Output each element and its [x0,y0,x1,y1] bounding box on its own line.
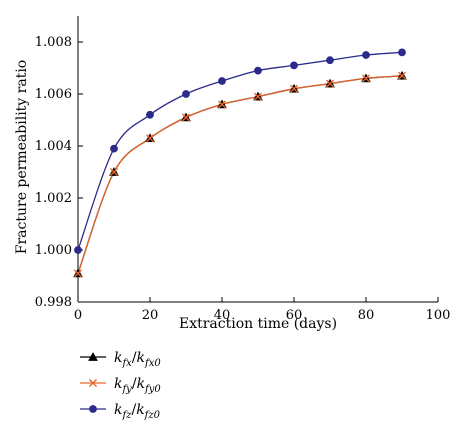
series-markers [73,48,407,278]
series-line-fy [77,75,403,274]
legend-label-fz: kfz/kfz0 [114,402,161,421]
series-lines [77,51,403,274]
data-point-fz [218,77,226,85]
x-tick-label: 0 [74,308,82,323]
data-point-fz [326,56,334,65]
data-point-fy [182,113,190,122]
y-tick-label: 1.002 [35,191,72,206]
x-ticks: 0 20 40 60 80 100 [74,297,451,323]
data-point-fy [110,168,118,176]
legend-marker-fz [89,405,97,413]
x-tick-label: 20 [142,308,159,323]
legend-marker-fx [88,351,98,361]
x-tick-label: 40 [214,308,231,323]
data-point-fy [254,92,262,101]
data-point-fy [398,71,406,80]
series-line-fz [77,51,403,251]
y-tick-label: 1.008 [35,35,72,50]
data-point-fy [362,74,370,83]
data-point-fy [290,84,298,93]
data-point-fz [74,246,82,254]
legend-label-fx: kfx/kfx0 [114,350,161,369]
data-point-fz [110,144,118,153]
y-ticks: 0.998 1.000 1.002 1.004 1.006 1.008 [35,35,83,310]
x-tick-label: 80 [358,308,375,323]
y-tick-label: 0.998 [35,295,72,310]
legend-label-fy: kfy/kfy0 [114,376,161,395]
data-point-fz [146,110,154,119]
plot-area: 0 20 40 60 80 100 0.998 1.000 1.002 1.004 1.006 1.… [35,16,451,323]
y-axis-label: Fracture permeability ratio [14,60,30,254]
data-point-fz [254,66,262,75]
data-point-fz [290,61,298,70]
data-point-fy [146,134,154,143]
x-tick-label: 100 [426,308,451,323]
data-point-fy [218,100,226,109]
series-line-fx [77,75,403,274]
y-tick-label: 1.000 [35,243,72,258]
legend: kfx/kfx0 kfy/kfy0 kfz/kfz0 [80,350,161,421]
data-point-fy [74,269,82,278]
y-tick-label: 1.004 [35,139,72,154]
x-axis-label: Extraction time (days) [179,316,337,332]
data-point-fz [182,90,190,98]
legend-marker-fy [89,379,97,387]
x-tick-label: 60 [286,308,303,323]
data-point-fz [362,51,370,59]
data-point-fz [398,48,406,57]
data-point-fy [326,79,334,88]
y-tick-label: 1.006 [35,87,72,102]
